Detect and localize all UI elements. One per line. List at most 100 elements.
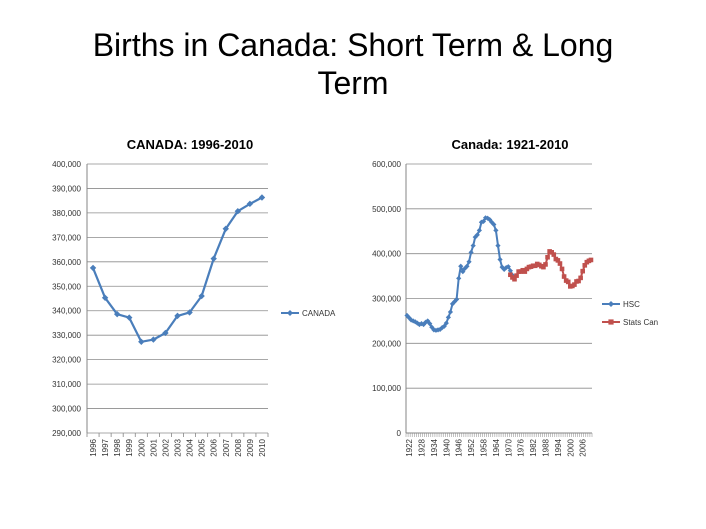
chart1-xtick-label: 2010 [258, 438, 267, 456]
chart1-series-line [91, 196, 263, 343]
chart1-xtick-label: 1997 [101, 438, 110, 456]
chart2-xtick-label: 1946 [455, 438, 464, 456]
chart1-ytick-label: 300,000 [52, 405, 81, 414]
chart1-data-point [222, 225, 229, 233]
chart2-data-point [543, 262, 548, 267]
chart1-data-point [258, 194, 266, 201]
chart1-ytick-label: 330,000 [52, 331, 81, 340]
chart1-ytick-label: 350,000 [52, 282, 81, 291]
chart1-ytick-label: 320,000 [52, 356, 81, 365]
chart2-data-point [420, 321, 427, 328]
chart2-data-point [561, 274, 567, 279]
chart1-data-point [162, 329, 169, 337]
chart1-data-point [198, 292, 205, 300]
chart1-data-point [138, 338, 145, 345]
chart2-title: Canada: 1921-2010 [451, 137, 569, 152]
chart2-xtick-label: 1976 [517, 438, 526, 456]
chart1-xtick-label: 2006 [210, 438, 219, 456]
chart2-data-point [588, 257, 594, 263]
chart2-xtick-label: 1982 [529, 438, 538, 456]
chart2-data-point [555, 258, 561, 263]
chart2-data-point [464, 263, 470, 269]
chart2-data-point [493, 227, 499, 233]
chart2-data-point [474, 232, 480, 238]
chart1-xtick-label: 2009 [246, 438, 255, 456]
chart1-data-point [101, 294, 109, 301]
chart2-data-point [429, 324, 435, 330]
chart2-data-point [425, 318, 431, 324]
chart2-series-line [406, 216, 514, 332]
chart2-xtick-label: 1922 [405, 438, 414, 456]
slide-title-line2: Term [317, 65, 389, 101]
chart2-data-point [559, 266, 565, 272]
chart2-xtick-label: 2000 [566, 438, 575, 456]
chart1-ytick-label: 390,000 [52, 184, 81, 193]
chart2-xtick-label: 1970 [504, 438, 513, 456]
chart1-data-point [246, 200, 254, 208]
chart2-data-point [551, 252, 557, 257]
chart1-data-point [186, 309, 193, 316]
chart2-ytick-label: 600,000 [372, 160, 401, 169]
chart2-data-point [445, 314, 451, 320]
chart2-data-point [545, 254, 550, 260]
chart2-xtick-label: 1994 [554, 438, 563, 456]
slide-title: Births in Canada: Short Term & Long Term [0, 26, 706, 102]
chart1-ytick-label: 360,000 [52, 258, 81, 267]
chart1-title: CANADA: 1996-2010 [126, 137, 254, 152]
chart2-data-point [522, 269, 528, 274]
chart1-xtick-label: 2005 [198, 438, 207, 456]
chart1-ytick-label: 290,000 [52, 429, 81, 438]
chart2-data-point [578, 275, 583, 281]
chart2-data-point [507, 268, 513, 274]
chart2-ytick-label: 400,000 [372, 250, 401, 259]
chart2-data-point [514, 273, 519, 278]
chart2-data-point [572, 282, 577, 287]
chart2-data-point [495, 242, 501, 249]
chart1-xtick-label: 1996 [89, 438, 98, 456]
chart2-xtick-label: 1934 [430, 438, 439, 456]
chart2-data-point [412, 319, 418, 325]
chart2-data-point [485, 215, 491, 221]
chart2-data-point [491, 221, 497, 228]
chart1-xtick-label: 2004 [186, 438, 195, 456]
chart2-data-point [497, 256, 503, 263]
chart2-data-point [478, 219, 485, 225]
chart2-data-point [541, 264, 546, 270]
chart1-xtick-label: 2008 [234, 438, 243, 456]
chart2-data-point [458, 263, 464, 269]
chart2-data-point [580, 268, 585, 274]
chart1-ytick-label: 370,000 [52, 233, 81, 242]
chart1-data-point [234, 207, 242, 215]
chart1-xtick-label: 2003 [174, 438, 183, 456]
chart2-data-point [466, 259, 472, 265]
chart2-data-point [408, 317, 414, 323]
chart2-data-point [470, 242, 476, 249]
chart2-data-point [565, 279, 571, 285]
chart2-data-point [512, 276, 517, 282]
chart2-ytick-label: 500,000 [372, 205, 401, 214]
chart1-xtick-label: 2007 [222, 438, 231, 456]
chart2-ytick-label: 0 [397, 429, 402, 438]
chart2-data-point [456, 275, 462, 281]
chart1-xtick-label: 2001 [149, 438, 158, 456]
chart2-data-point [499, 264, 505, 270]
chart2-data-point [505, 264, 511, 270]
chart2-legend-label: Stats Can [623, 318, 658, 327]
chart1-ytick-label: 340,000 [52, 307, 81, 316]
chart1: 290,000 300,000 310,000 320,000 330,000 340,0… [52, 160, 336, 457]
chart2-data-point [476, 227, 482, 233]
chart2-data-point [480, 218, 487, 224]
chart1-data-point [150, 336, 157, 343]
chart2-legend-label: HSC [623, 300, 640, 309]
chart2-data-point [441, 323, 447, 329]
chart2-data-point [576, 278, 581, 284]
chart1-legend-marker [287, 310, 293, 316]
chart2-legend-marker [608, 301, 614, 307]
chart2: 0 100,000 200,000 300,000 400,000 500,000 600,… [372, 160, 658, 457]
chart1-xtick-label: 1999 [125, 438, 134, 456]
chart1-data-point [174, 312, 181, 320]
slide-title-line1: Births in Canada: Short Term & Long [92, 27, 614, 63]
chart2-xtick-label: 1988 [542, 438, 551, 456]
chart1-legend-label: CANADA [302, 309, 336, 318]
chart1-ytick-label: 380,000 [52, 209, 81, 218]
